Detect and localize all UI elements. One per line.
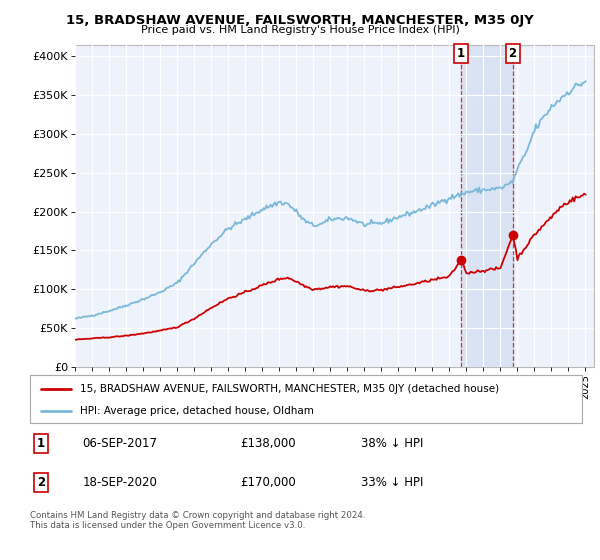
Text: 18-SEP-2020: 18-SEP-2020 <box>82 476 157 489</box>
Text: 15, BRADSHAW AVENUE, FAILSWORTH, MANCHESTER, M35 0JY: 15, BRADSHAW AVENUE, FAILSWORTH, MANCHES… <box>66 14 534 27</box>
Text: 06-SEP-2017: 06-SEP-2017 <box>82 437 157 450</box>
Text: 15, BRADSHAW AVENUE, FAILSWORTH, MANCHESTER, M35 0JY (detached house): 15, BRADSHAW AVENUE, FAILSWORTH, MANCHES… <box>80 384 499 394</box>
Text: 33% ↓ HPI: 33% ↓ HPI <box>361 476 424 489</box>
Text: 1: 1 <box>37 437 45 450</box>
Text: 1: 1 <box>457 47 465 60</box>
Text: 38% ↓ HPI: 38% ↓ HPI <box>361 437 424 450</box>
Text: Contains HM Land Registry data © Crown copyright and database right 2024.
This d: Contains HM Land Registry data © Crown c… <box>30 511 365 530</box>
Bar <box>461 45 512 367</box>
Text: £138,000: £138,000 <box>240 437 295 450</box>
Text: HPI: Average price, detached house, Oldham: HPI: Average price, detached house, Oldh… <box>80 406 314 416</box>
Text: Price paid vs. HM Land Registry's House Price Index (HPI): Price paid vs. HM Land Registry's House … <box>140 25 460 35</box>
Text: £170,000: £170,000 <box>240 476 296 489</box>
Text: 2: 2 <box>509 47 517 60</box>
Text: 2: 2 <box>37 476 45 489</box>
